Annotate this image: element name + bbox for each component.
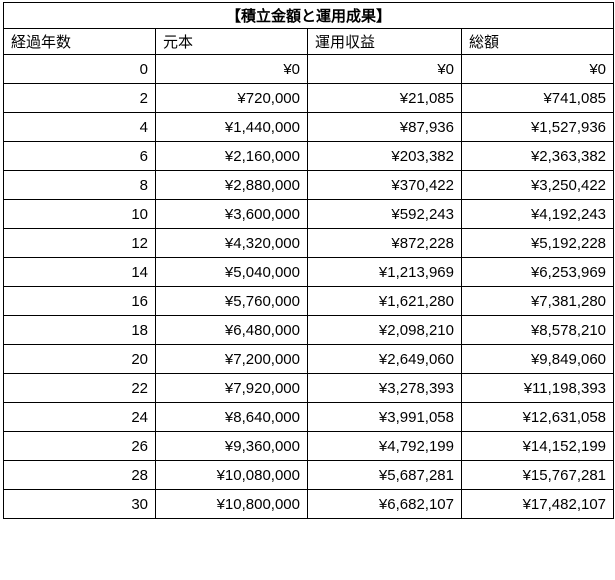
cell-total: ¥14,152,199: [460, 431, 615, 461]
cell-gain: ¥203,382: [307, 141, 462, 171]
table-row: 8 ¥2,880,000 ¥370,422 ¥3,250,422: [3, 170, 615, 200]
column-header-gain: 運用収益: [307, 28, 462, 55]
table-row: 12 ¥4,320,000 ¥872,228 ¥5,192,228: [3, 228, 615, 258]
cell-years: 12: [3, 228, 156, 258]
savings-table: 【積立金額と運用成果】 経過年数 元本 運用収益 総額 0 ¥0 ¥0 ¥0 2 ¥720…: [2, 2, 615, 519]
cell-total: ¥6,253,969: [460, 257, 615, 287]
cell-total: ¥0: [460, 54, 615, 84]
cell-years: 0: [3, 54, 156, 84]
cell-principal: ¥10,080,000: [155, 460, 308, 490]
cell-gain: ¥4,792,199: [307, 431, 462, 461]
cell-gain: ¥1,621,280: [307, 286, 462, 316]
cell-total: ¥8,578,210: [460, 315, 615, 345]
cell-gain: ¥2,649,060: [307, 344, 462, 374]
cell-principal: ¥5,760,000: [155, 286, 308, 316]
cell-gain: ¥0: [307, 54, 462, 84]
cell-years: 26: [3, 431, 156, 461]
cell-years: 22: [3, 373, 156, 403]
cell-gain: ¥5,687,281: [307, 460, 462, 490]
cell-total: ¥741,085: [460, 83, 615, 113]
cell-gain: ¥3,991,058: [307, 402, 462, 432]
cell-gain: ¥6,682,107: [307, 489, 462, 519]
cell-total: ¥3,250,422: [460, 170, 615, 200]
table-row: 20 ¥7,200,000 ¥2,649,060 ¥9,849,060: [3, 344, 615, 374]
cell-years: 10: [3, 199, 156, 229]
table-row: 6 ¥2,160,000 ¥203,382 ¥2,363,382: [3, 141, 615, 171]
cell-principal: ¥720,000: [155, 83, 308, 113]
cell-principal: ¥10,800,000: [155, 489, 308, 519]
table-row: 18 ¥6,480,000 ¥2,098,210 ¥8,578,210: [3, 315, 615, 345]
table-row: 26 ¥9,360,000 ¥4,792,199 ¥14,152,199: [3, 431, 615, 461]
cell-principal: ¥3,600,000: [155, 199, 308, 229]
cell-principal: ¥8,640,000: [155, 402, 308, 432]
cell-gain: ¥592,243: [307, 199, 462, 229]
cell-gain: ¥21,085: [307, 83, 462, 113]
cell-gain: ¥3,278,393: [307, 373, 462, 403]
cell-years: 28: [3, 460, 156, 490]
table-row: 14 ¥5,040,000 ¥1,213,969 ¥6,253,969: [3, 257, 615, 287]
cell-principal: ¥7,920,000: [155, 373, 308, 403]
cell-total: ¥11,198,393: [460, 373, 615, 403]
cell-years: 18: [3, 315, 156, 345]
cell-total: ¥1,527,936: [460, 112, 615, 142]
cell-years: 14: [3, 257, 156, 287]
cell-principal: ¥2,160,000: [155, 141, 308, 171]
cell-gain: ¥1,213,969: [307, 257, 462, 287]
cell-principal: ¥1,440,000: [155, 112, 308, 142]
cell-total: ¥4,192,243: [460, 199, 615, 229]
cell-years: 16: [3, 286, 156, 316]
table-row: 24 ¥8,640,000 ¥3,991,058 ¥12,631,058: [3, 402, 615, 432]
cell-gain: ¥2,098,210: [307, 315, 462, 345]
table-title-row: 【積立金額と運用成果】: [2, 2, 615, 29]
cell-years: 8: [3, 170, 156, 200]
cell-years: 6: [3, 141, 156, 171]
column-header-total: 総額: [460, 28, 615, 55]
cell-principal: ¥0: [155, 54, 308, 84]
cell-total: ¥5,192,228: [460, 228, 615, 258]
column-header-principal: 元本: [155, 28, 308, 55]
cell-principal: ¥9,360,000: [155, 431, 308, 461]
cell-gain: ¥872,228: [307, 228, 462, 258]
cell-total: ¥15,767,281: [460, 460, 615, 490]
table-row: 2 ¥720,000 ¥21,085 ¥741,085: [3, 83, 615, 113]
table-row: 16 ¥5,760,000 ¥1,621,280 ¥7,381,280: [3, 286, 615, 316]
cell-total: ¥2,363,382: [460, 141, 615, 171]
table-row: 22 ¥7,920,000 ¥3,278,393 ¥11,198,393: [3, 373, 615, 403]
cell-total: ¥9,849,060: [460, 344, 615, 374]
cell-years: 4: [3, 112, 156, 142]
table-row: 30 ¥10,800,000 ¥6,682,107 ¥17,482,107: [3, 489, 615, 519]
table-header-row: 経過年数 元本 運用収益 総額: [3, 28, 615, 55]
cell-gain: ¥370,422: [307, 170, 462, 200]
cell-years: 20: [3, 344, 156, 374]
table-body: 0 ¥0 ¥0 ¥0 2 ¥720,000 ¥21,085 ¥741,085 4 ¥1,440,0…: [3, 54, 615, 519]
cell-years: 2: [3, 83, 156, 113]
cell-years: 24: [3, 402, 156, 432]
table-title: 【積立金額と運用成果】: [2, 2, 615, 29]
cell-total: ¥12,631,058: [460, 402, 615, 432]
cell-principal: ¥4,320,000: [155, 228, 308, 258]
table-row: 28 ¥10,080,000 ¥5,687,281 ¥15,767,281: [3, 460, 615, 490]
cell-gain: ¥87,936: [307, 112, 462, 142]
column-header-years: 経過年数: [3, 28, 156, 55]
table-row: 4 ¥1,440,000 ¥87,936 ¥1,527,936: [3, 112, 615, 142]
cell-principal: ¥6,480,000: [155, 315, 308, 345]
cell-total: ¥17,482,107: [460, 489, 615, 519]
cell-principal: ¥5,040,000: [155, 257, 308, 287]
table-row: 0 ¥0 ¥0 ¥0: [3, 54, 615, 84]
cell-principal: ¥2,880,000: [155, 170, 308, 200]
table-row: 10 ¥3,600,000 ¥592,243 ¥4,192,243: [3, 199, 615, 229]
cell-principal: ¥7,200,000: [155, 344, 308, 374]
cell-total: ¥7,381,280: [460, 286, 615, 316]
cell-years: 30: [3, 489, 156, 519]
